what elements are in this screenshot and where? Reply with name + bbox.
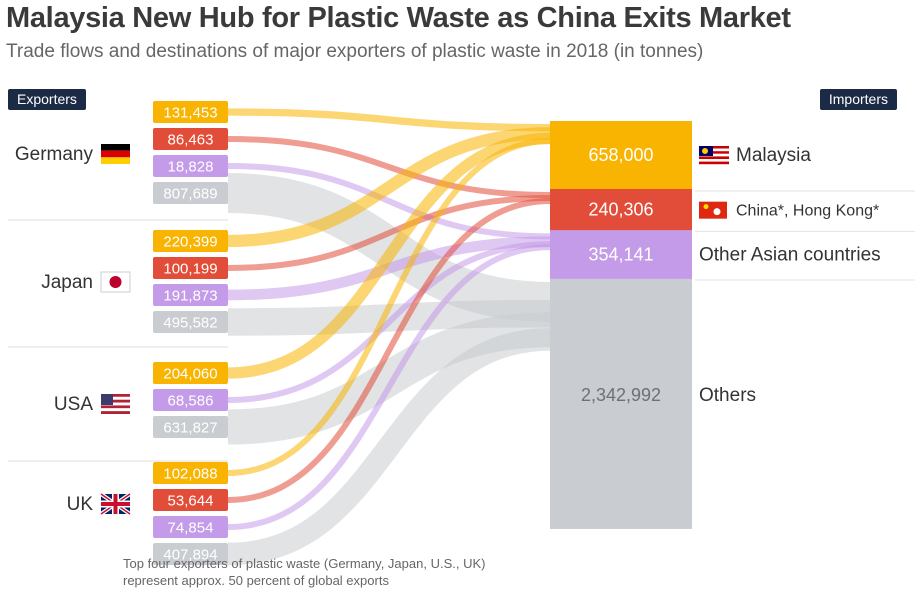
value-box-japan-china-hong-kong (153, 257, 228, 279)
importer-node-other-asian-countries (550, 230, 692, 279)
importer-node-others (550, 278, 692, 529)
flow-japan-to-others (227, 299, 551, 336)
importer-total-china-hong-kong: 240,306 (588, 200, 653, 220)
value-label-germany-others: 807,689 (163, 186, 217, 203)
importer-label-others: Others (699, 385, 756, 406)
flow-links (227, 108, 551, 566)
flow-japan-to-china-hong-kong (227, 195, 551, 271)
flow-germany-to-other-asian-countries (227, 163, 551, 240)
value-box-japan-malaysia (153, 230, 228, 252)
value-label-uk-malaysia: 102,088 (163, 466, 217, 483)
exporter-label-germany: Germany (15, 144, 94, 165)
flow-uk-to-malaysia (227, 137, 551, 476)
value-box-uk-other-asian-countries (153, 516, 228, 538)
value-label-usa-others: 631,827 (163, 420, 217, 437)
japan-flag (100, 271, 131, 293)
value-label-japan-malaysia: 220,399 (163, 234, 217, 251)
value-label-germany-china-hong-kong: 86,463 (168, 132, 214, 149)
flow-japan-to-other-asian-countries (227, 236, 551, 301)
value-label-japan-china-hong-kong: 100,199 (163, 261, 217, 278)
chart-title: Malaysia New Hub for Plastic Waste as Ch… (6, 2, 791, 34)
flow-uk-to-other-asian-countries (227, 244, 551, 530)
value-box-germany-malaysia (153, 101, 228, 123)
flow-germany-to-china-hong-kong (227, 136, 551, 198)
value-box-germany-others (153, 182, 228, 204)
value-label-uk-other-asian-countries: 74,854 (168, 520, 214, 537)
value-label-usa-other-asian-countries: 68,586 (168, 393, 214, 410)
flow-uk-to-others (227, 328, 551, 566)
value-box-usa-malaysia (153, 362, 228, 384)
value-box-japan-others (153, 311, 228, 333)
value-label-germany-other-asian-countries: 18,828 (168, 159, 214, 176)
importer-nodes: 658,000 240,306 354,141 2,342,992 (550, 121, 692, 529)
value-box-uk-malaysia (153, 462, 228, 484)
importers-tag: Importers (819, 89, 897, 110)
exporters-tag: Exporters (8, 89, 86, 110)
flow-usa-to-malaysia (227, 132, 551, 379)
usa-flag (101, 394, 130, 414)
value-box-usa-other-asian-countries (153, 389, 228, 411)
value-box-japan-other-asian-countries (153, 284, 228, 306)
value-label-japan-others: 495,582 (163, 315, 217, 332)
importer-total-others: 2,342,992 (581, 385, 661, 405)
importer-label-other-asian-countries: Other Asian countries (699, 245, 881, 266)
value-box-uk-others (153, 543, 228, 565)
value-box-uk-china-hong-kong (153, 489, 228, 511)
importer-total-other-asian-countries: 354,141 (588, 245, 653, 265)
importer-total-malaysia: 658,000 (588, 145, 653, 165)
flow-usa-to-others (227, 312, 551, 445)
value-label-uk-others: 407,894 (163, 547, 217, 564)
footnote: Top four exporters of plastic waste (Ger… (123, 555, 603, 589)
value-box-germany-other-asian-countries (153, 155, 228, 177)
importer-node-malaysia (550, 121, 692, 189)
value-label-germany-malaysia: 131,453 (163, 105, 217, 122)
exporter-label-japan: Japan (41, 272, 93, 293)
value-label-japan-other-asian-countries: 191,873 (163, 288, 217, 305)
china-flag (699, 201, 727, 219)
value-label-usa-malaysia: 204,060 (163, 366, 217, 383)
value-box-germany-china-hong-kong (153, 128, 228, 150)
germany-flag (101, 144, 130, 164)
footnote-line-2: represent approx. 50 percent of global e… (123, 573, 389, 588)
row-dividers (8, 190, 915, 462)
importer-label-malaysia: Malaysia (736, 145, 811, 166)
exporter-label-usa: USA (54, 394, 93, 415)
value-box-usa-others (153, 416, 228, 438)
importer-label-china-hong-kong: China*, Hong Kong* (736, 203, 879, 220)
exporter-labels: 131,453 86,463 18,828 807,689 220,399 100,199… (15, 101, 228, 565)
exporter-label-uk: UK (67, 494, 94, 515)
flow-japan-to-malaysia (227, 127, 551, 248)
importer-node-china-hong-kong (550, 189, 692, 231)
value-label-uk-china-hong-kong: 53,644 (168, 493, 214, 510)
malaysia-flag (699, 146, 729, 165)
flow-uk-to-china-hong-kong (227, 198, 551, 503)
chart-subtitle: Trade flows and destinations of major ex… (6, 41, 704, 62)
flow-usa-to-other-asian-countries (227, 241, 551, 403)
uk-flag (99, 492, 132, 516)
flow-germany-to-malaysia (227, 108, 551, 132)
footnote-line-1: Top four exporters of plastic waste (Ger… (123, 556, 486, 571)
importer-labels: Malaysia China*, Hong Kong* Other Asian co… (699, 145, 881, 406)
